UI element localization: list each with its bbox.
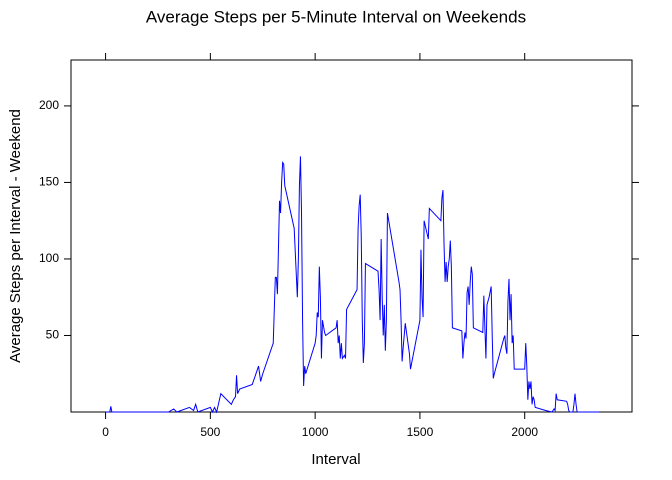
x-tick-label: 500 — [200, 425, 220, 439]
y-tick-label: 200 — [39, 98, 59, 112]
x-tick-label: 2000 — [511, 425, 538, 439]
plot-frame — [70, 59, 633, 413]
x-axis-label: Interval — [311, 451, 360, 468]
chart-title: Average Steps per 5-Minute Interval on W… — [146, 7, 526, 26]
y-axis-label: Average Steps per Interval - Weekend — [7, 109, 24, 363]
y-tick-label: 150 — [39, 175, 59, 189]
y-tick-label: 50 — [46, 328, 60, 342]
y-tick-label: 100 — [39, 251, 59, 265]
x-tick-label: 0 — [102, 425, 109, 439]
data-line — [105, 156, 600, 414]
x-tick-label: 1500 — [407, 425, 434, 439]
x-tick-label: 1000 — [302, 425, 329, 439]
